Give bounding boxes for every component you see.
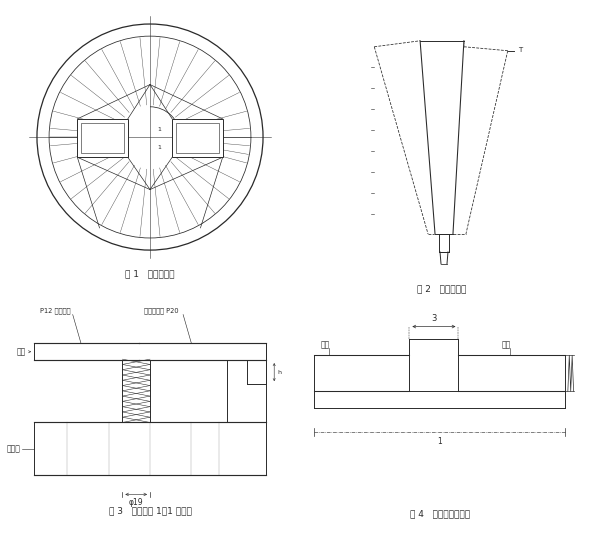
Bar xyxy=(82,123,124,153)
Text: 1: 1 xyxy=(157,145,161,150)
FancyBboxPatch shape xyxy=(172,119,223,158)
FancyBboxPatch shape xyxy=(77,119,128,158)
Polygon shape xyxy=(420,41,464,234)
Text: 粉煤灰固管 P20: 粉煤灰固管 P20 xyxy=(145,307,179,314)
Text: 衬板: 衬板 xyxy=(320,340,329,349)
Text: 图 3   螺栓固定 1－1 剖面图: 图 3 螺栓固定 1－1 剖面图 xyxy=(109,507,191,516)
Text: 1: 1 xyxy=(437,437,442,446)
Text: h: h xyxy=(277,370,281,374)
Text: 塌平板: 塌平板 xyxy=(7,444,20,453)
Text: 衬板: 衬板 xyxy=(502,340,511,349)
Text: 图 1   平面布置图: 图 1 平面布置图 xyxy=(125,269,175,278)
Text: 1: 1 xyxy=(157,127,161,132)
Text: P12 锚板螺栓: P12 锚板螺栓 xyxy=(40,307,70,314)
Text: 图 2   衬板示意图: 图 2 衬板示意图 xyxy=(418,285,467,294)
Text: 3: 3 xyxy=(431,313,437,323)
Bar xyxy=(176,123,218,153)
Text: T: T xyxy=(518,47,522,53)
Text: φ19: φ19 xyxy=(129,498,143,507)
Text: 图 4   衬板横向连接图: 图 4 衬板横向连接图 xyxy=(410,509,470,518)
Text: 衬板: 衬板 xyxy=(17,347,26,356)
